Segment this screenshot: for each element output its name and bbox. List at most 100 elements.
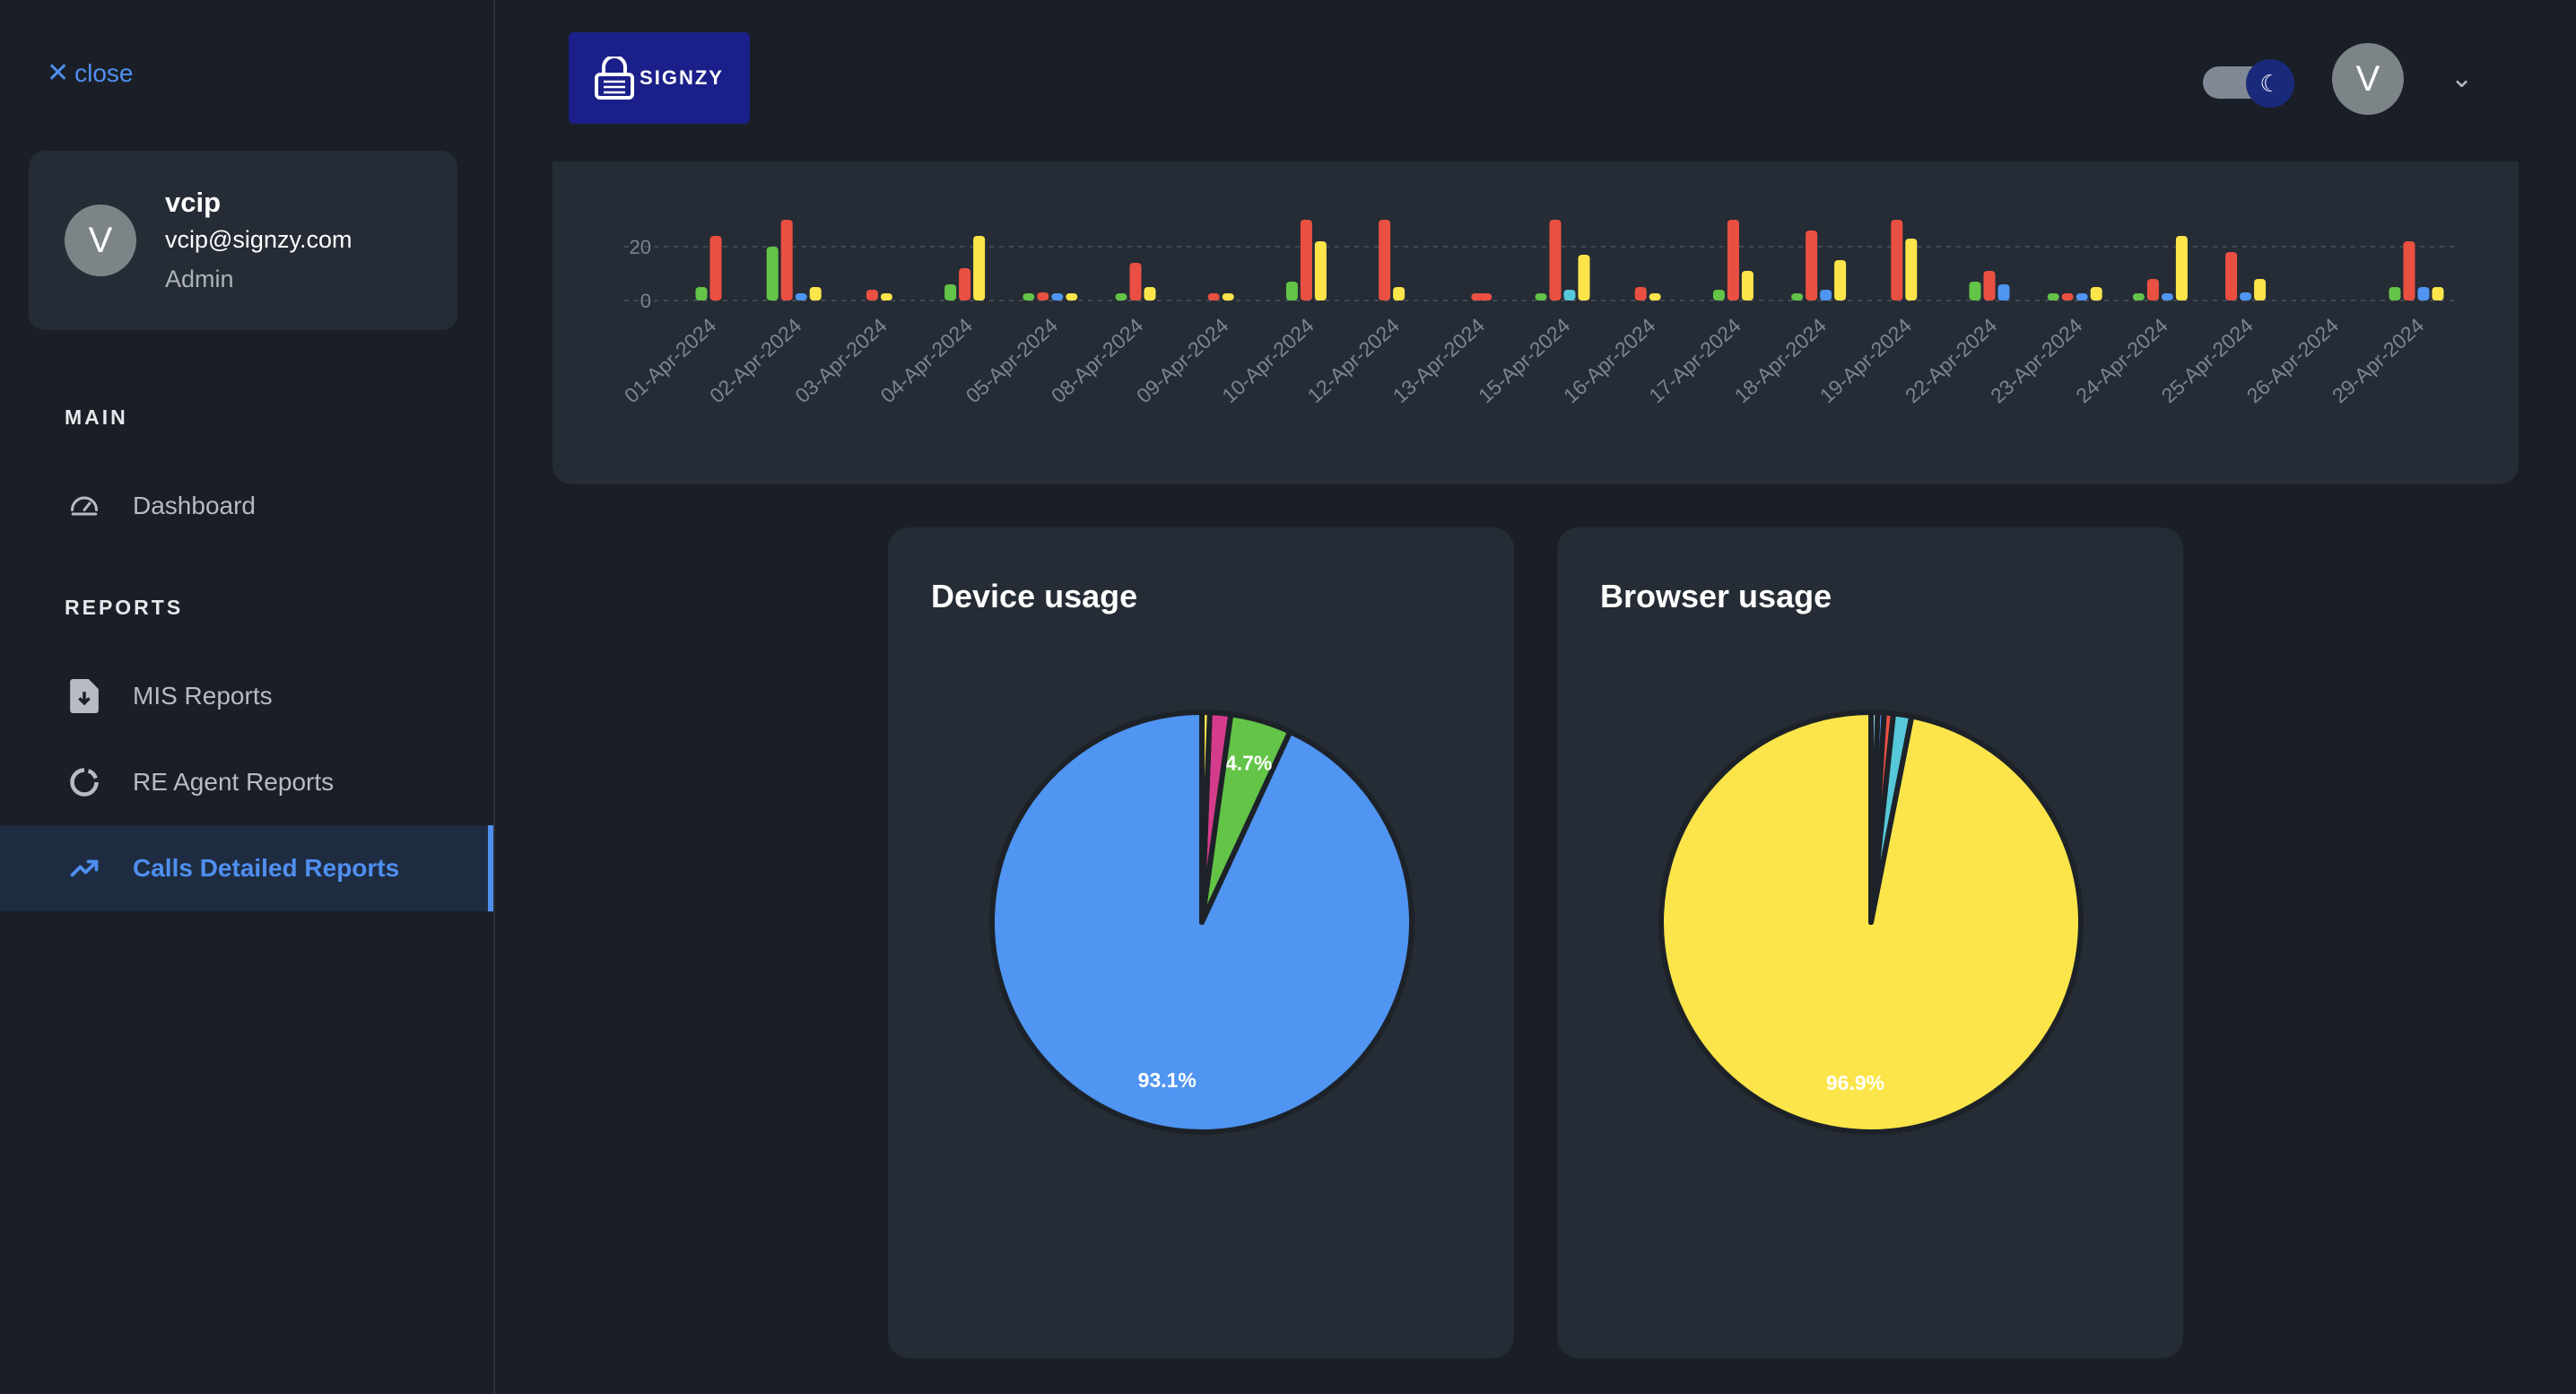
bar-red[interactable] (2146, 279, 2159, 301)
bar-yellow[interactable] (1649, 293, 1661, 301)
sidebar-item-label: Dashboard (133, 492, 256, 519)
bar-green[interactable] (2132, 293, 2145, 301)
x-tick-label: 19-Apr-2024 (1815, 313, 1917, 407)
sidebar-item-dashboard[interactable]: Dashboard (0, 463, 493, 549)
bar-red[interactable] (1207, 293, 1220, 301)
sidebar: ✕ close V vcip vcip@signzy.com Admin MAIN… (0, 0, 495, 1394)
bar-yellow[interactable] (2175, 236, 2188, 301)
bar-green[interactable] (1969, 282, 1981, 301)
gauge-icon (66, 488, 102, 524)
x-tick-label: 26-Apr-2024 (2242, 313, 2344, 407)
bar-yellow[interactable] (1578, 255, 1590, 301)
pie-slice-label: 4.7% (1225, 752, 1272, 775)
bar-red[interactable] (2225, 252, 2238, 301)
donut-icon (66, 764, 102, 800)
bar-red[interactable] (2061, 293, 2074, 301)
bar-red[interactable] (1634, 287, 1647, 301)
bar-red[interactable] (1471, 293, 1493, 301)
bar-red[interactable] (1037, 292, 1049, 301)
bar-red[interactable] (1983, 271, 1996, 301)
x-tick-label: 25-Apr-2024 (2157, 313, 2258, 407)
pie-slice[interactable] (1868, 709, 1881, 925)
bar-green[interactable] (2389, 287, 2401, 301)
bar-blue[interactable] (1820, 290, 1832, 301)
bar-red[interactable] (866, 290, 878, 301)
bar-green[interactable] (1285, 282, 1298, 301)
close-sidebar-link[interactable]: ✕ close (47, 57, 134, 89)
x-tick-label: 29-Apr-2024 (2328, 313, 2429, 407)
close-label: close (74, 59, 134, 87)
x-tick-label: 05-Apr-2024 (962, 313, 1063, 407)
bar-blue[interactable] (2076, 293, 2088, 301)
bar-red[interactable] (780, 220, 793, 301)
bar-red[interactable] (709, 236, 722, 301)
bar-red[interactable] (1891, 220, 1903, 301)
bar-yellow[interactable] (1741, 271, 1754, 301)
bar-yellow[interactable] (2254, 279, 2267, 301)
section-label-main: MAIN (65, 405, 128, 429)
bar-red[interactable] (1379, 220, 1391, 301)
bar-red[interactable] (1727, 220, 1739, 301)
bar-red[interactable] (2403, 241, 2415, 301)
bar-yellow[interactable] (1314, 241, 1327, 301)
bar-yellow[interactable] (1144, 287, 1156, 301)
section-label-reports: REPORTS (65, 596, 184, 619)
bar-yellow[interactable] (809, 287, 822, 301)
bar-yellow[interactable] (1905, 239, 1918, 301)
bar-green[interactable] (1115, 293, 1127, 301)
x-tick-label: 08-Apr-2024 (1047, 313, 1148, 407)
device-usage-card: Device usage 93.1% 4.7% (888, 527, 1514, 1358)
close-icon: ✕ (47, 58, 70, 88)
bar-blue[interactable] (1051, 293, 1064, 301)
bar-green[interactable] (1791, 293, 1804, 301)
sidebar-item-re-agent-reports[interactable]: RE Agent Reports (0, 739, 493, 825)
bar-red[interactable] (1300, 220, 1312, 301)
bar-green[interactable] (766, 247, 779, 301)
bar-green[interactable] (1023, 293, 1035, 301)
pie-slice[interactable] (1199, 709, 1213, 925)
bar-red[interactable] (959, 268, 971, 301)
bar-yellow[interactable] (880, 293, 892, 301)
profile-email: vcip@signzy.com (165, 226, 352, 253)
x-tick-label: 01-Apr-2024 (620, 313, 721, 407)
bar-green[interactable] (1712, 290, 1725, 301)
x-tick-label: 13-Apr-2024 (1388, 313, 1490, 407)
bar-red[interactable] (1129, 263, 1142, 301)
bar-red[interactable] (1549, 220, 1562, 301)
x-tick-label: 02-Apr-2024 (705, 313, 806, 407)
header-avatar[interactable]: V (2332, 43, 2404, 115)
bar-blue[interactable] (2240, 292, 2252, 301)
x-tick-label: 17-Apr-2024 (1644, 313, 1745, 407)
bar-yellow[interactable] (1066, 293, 1078, 301)
signzy-logo[interactable]: SIGNZY (569, 32, 750, 124)
profile-name: vcip (165, 187, 222, 218)
sidebar-item-calls-detailed-reports[interactable]: Calls Detailed Reports (0, 825, 493, 911)
bar-red[interactable] (1806, 231, 1818, 301)
bar-yellow[interactable] (1834, 260, 1847, 301)
logo-text: SIGNZY (640, 66, 724, 89)
theme-toggle[interactable]: ☾ (2203, 59, 2294, 108)
file-download-icon (66, 678, 102, 714)
chevron-down-icon[interactable]: ⌄ (2450, 64, 2474, 93)
sidebar-item-mis-reports[interactable]: MIS Reports (0, 653, 493, 739)
bar-green[interactable] (2047, 293, 2059, 301)
bar-yellow[interactable] (1393, 287, 1405, 301)
x-tick-label: 16-Apr-2024 (1559, 313, 1660, 407)
bar-yellow[interactable] (1222, 293, 1234, 301)
bar-green[interactable] (1535, 293, 1547, 301)
bar-yellow[interactable] (2090, 287, 2102, 301)
bar-blue[interactable] (2161, 293, 2173, 301)
x-tick-label: 10-Apr-2024 (1217, 313, 1318, 407)
bar-green[interactable] (944, 284, 957, 301)
x-tick-label: 12-Apr-2024 (1303, 313, 1405, 407)
bar-yellow[interactable] (973, 236, 986, 301)
trending-up-icon (66, 850, 102, 886)
bar-cyan[interactable] (1563, 290, 1576, 301)
bar-yellow[interactable] (2432, 287, 2444, 301)
bar-blue[interactable] (795, 293, 807, 301)
device-usage-pie: 93.1% 4.7% (989, 709, 1414, 1135)
bar-green[interactable] (695, 287, 708, 301)
bar-blue[interactable] (2417, 287, 2430, 301)
pie-slice-label: 93.1% (1138, 1068, 1197, 1092)
bar-blue[interactable] (1997, 284, 2010, 301)
